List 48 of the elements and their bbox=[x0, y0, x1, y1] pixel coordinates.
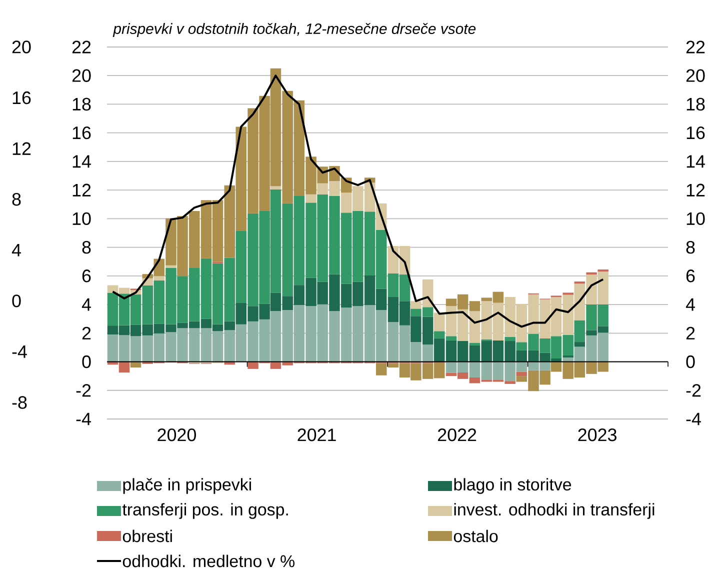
y3-tick-label: 4 bbox=[12, 244, 21, 256]
y-tick-label: 14 bbox=[72, 155, 91, 168]
y-tick-label: -2 bbox=[76, 384, 91, 397]
y2-tick-label: 20 bbox=[686, 69, 705, 82]
legend-label: odhodki. medletno v % bbox=[122, 554, 294, 568]
y3-tick-label: 16 bbox=[12, 91, 31, 104]
y-tick-label: 18 bbox=[72, 98, 91, 111]
y-tick-label: 8 bbox=[82, 240, 91, 254]
y-tick-label: 0 bbox=[82, 355, 91, 368]
y2-tick-label: 10 bbox=[686, 212, 705, 226]
x-tick-label: 2022 bbox=[438, 428, 476, 442]
y3-tick-label: 0 bbox=[12, 294, 21, 308]
y-tick-label: 20 bbox=[72, 69, 91, 82]
y2-tick-label: 16 bbox=[686, 126, 705, 140]
y2-tick-label: -2 bbox=[686, 384, 701, 397]
legend-label: plače in prispevki bbox=[123, 478, 251, 494]
y-tick-label: 16 bbox=[72, 126, 91, 140]
y2-tick-label: -4 bbox=[686, 412, 701, 426]
y-tick-label: 4 bbox=[82, 298, 91, 311]
y-tick-label: 2 bbox=[82, 326, 91, 340]
legend-label: blago in storitve bbox=[454, 478, 572, 494]
legend-label: invest. odhodki in transferji bbox=[454, 503, 654, 519]
legend-label: ostalo bbox=[454, 530, 498, 542]
y-tick-label: -4 bbox=[76, 412, 91, 426]
y3-tick-label: -4 bbox=[12, 346, 27, 358]
chart-title: prispevki v odstotnih točkah, 12-mesečne drseče vsote bbox=[112, 23, 476, 37]
x-tick-label: 2020 bbox=[158, 428, 196, 442]
y2-tick-label: 14 bbox=[686, 155, 705, 168]
x-tick-label: 2023 bbox=[578, 428, 616, 442]
y3-tick-label: 8 bbox=[12, 192, 21, 206]
y3-tick-label: 12 bbox=[12, 142, 31, 155]
y2-tick-label: 2 bbox=[686, 326, 695, 340]
y2-tick-label: 0 bbox=[686, 355, 695, 368]
y-tick-label: 12 bbox=[72, 184, 91, 196]
y2-tick-label: 18 bbox=[686, 98, 705, 111]
y2-tick-label: 22 bbox=[686, 40, 705, 54]
x-tick-label: 2021 bbox=[298, 428, 336, 442]
y-tick-label: 22 bbox=[72, 40, 91, 54]
y3-tick-label: -8 bbox=[12, 396, 27, 409]
y2-tick-label: 4 bbox=[686, 298, 695, 311]
legend-label: obresti bbox=[122, 530, 172, 542]
y2-tick-label: 6 bbox=[686, 270, 695, 282]
y3-tick-label: 20 bbox=[12, 40, 31, 54]
y2-tick-label: 12 bbox=[686, 184, 705, 196]
y-tick-label: 6 bbox=[82, 270, 91, 282]
y-tick-label: 10 bbox=[72, 212, 91, 226]
legend-label: transferji pos. in gosp. bbox=[122, 503, 288, 519]
y2-tick-label: 8 bbox=[686, 240, 695, 254]
